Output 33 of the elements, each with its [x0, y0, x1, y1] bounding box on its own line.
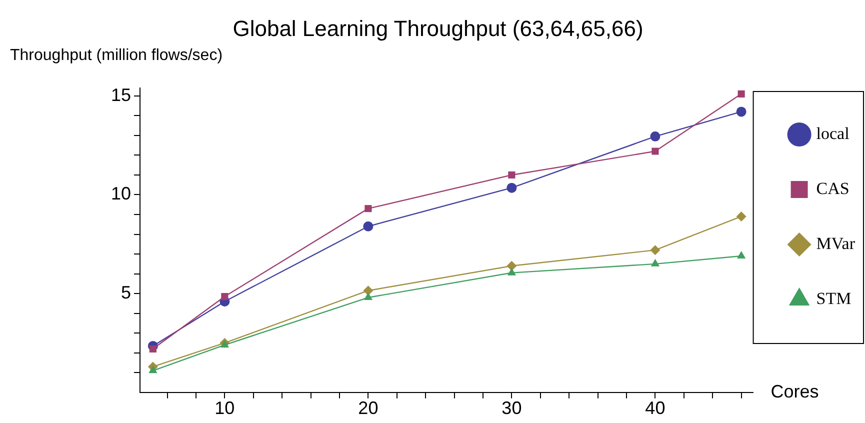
point — [652, 148, 659, 155]
point — [736, 211, 746, 222]
point — [650, 258, 660, 266]
point — [650, 245, 660, 256]
point — [507, 268, 516, 276]
x-tick-label: 20 — [358, 398, 378, 418]
y-tick-label: 10 — [110, 184, 132, 204]
legend-label: CAS — [816, 178, 850, 198]
y-tick-label: 5 — [121, 282, 132, 303]
point — [738, 90, 745, 98]
point — [149, 345, 156, 352]
y-axis-title: Throughput (million flows/sec) — [10, 47, 223, 64]
chart-title: Global Learning Throughput (63,64,65,66) — [232, 16, 644, 41]
point — [650, 131, 660, 142]
point — [221, 293, 228, 300]
point — [506, 182, 517, 193]
x-tick-label: 40 — [645, 398, 666, 418]
y-tick-label: 15 — [110, 84, 132, 105]
x-tick-label: 30 — [502, 398, 522, 418]
point — [364, 292, 373, 300]
point — [363, 286, 374, 296]
point — [508, 171, 516, 179]
point — [364, 205, 372, 212]
legend-label: MVar — [816, 234, 856, 253]
point — [736, 106, 746, 117]
legend-label: local — [816, 124, 850, 143]
point — [506, 260, 517, 271]
x-axis-title: Cores — [770, 381, 819, 402]
point — [736, 251, 746, 259]
point — [148, 366, 158, 374]
point — [363, 221, 374, 232]
legend-label: STM — [816, 288, 852, 308]
x-tick-label: 10 — [214, 398, 235, 418]
